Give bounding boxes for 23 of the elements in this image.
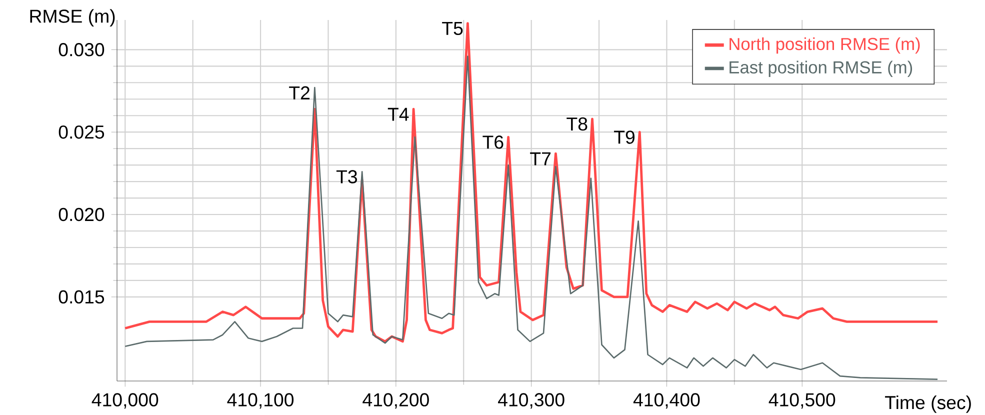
x-tick-label: 410,300 (498, 393, 564, 409)
y-tick-label: 0.015 (58, 290, 104, 304)
annotation: T7 (530, 152, 551, 166)
annotation: T2 (289, 86, 310, 100)
x-tick-label: 410,500 (768, 393, 836, 409)
y-tick-label: 0.020 (58, 208, 104, 222)
legend-label: North position RMSE (m) (730, 37, 920, 54)
annotation: T9 (614, 130, 634, 144)
annotation: T8 (566, 117, 588, 131)
annotation: T6 (482, 136, 504, 149)
x-tick-label: 410,400 (633, 393, 700, 409)
x-axis-title: Time (sec) (885, 395, 971, 413)
annotation: T3 (336, 170, 357, 184)
x-tick-label: 410,100 (227, 393, 294, 409)
line-series (124, 56, 938, 380)
y-tick-label: 0.025 (58, 125, 104, 139)
y-axis-title: RMSE (m) (30, 9, 115, 27)
y-tick-label: 0.030 (58, 43, 104, 56)
legend-label: East position RMSE (m) (730, 60, 912, 77)
annotation: T5 (442, 22, 463, 36)
x-tick-label: 410,000 (92, 393, 158, 409)
annotation: T4 (388, 108, 409, 121)
x-tick-label: 410,200 (362, 393, 429, 409)
